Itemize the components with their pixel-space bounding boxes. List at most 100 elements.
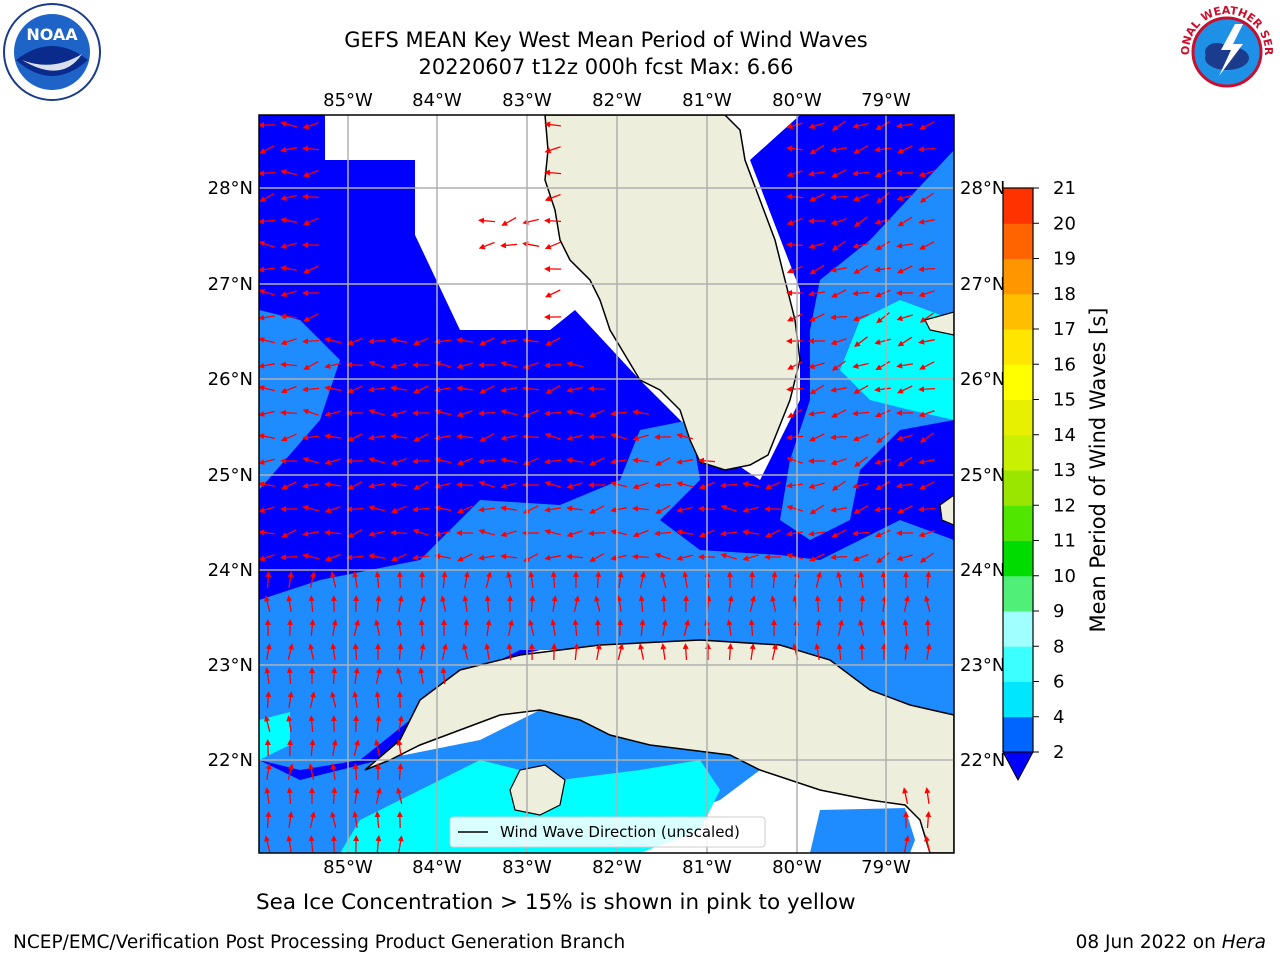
contour-band-6-8-c <box>259 712 290 760</box>
wave-direction-arrow <box>610 529 627 536</box>
wave-direction-arrow <box>808 530 826 537</box>
wave-direction-arrow <box>815 619 822 636</box>
wave-direction-arrow <box>550 619 557 637</box>
wave-direction-arrow <box>264 715 271 732</box>
wave-direction-arrow <box>280 121 297 128</box>
map-subtitle: 20220607 t12z 000h fcst Max: 6.66 <box>418 55 794 79</box>
colorbar-segment <box>1003 399 1033 436</box>
wave-direction-arrow <box>852 530 870 537</box>
wave-direction-arrow <box>573 643 580 661</box>
wave-direction-arrow <box>610 410 627 417</box>
colorbar-segment <box>1003 364 1033 400</box>
wave-direction-arrow <box>720 504 737 512</box>
wave-direction-arrow <box>808 242 825 250</box>
wave-direction-arrow <box>903 835 910 852</box>
wave-direction-arrow <box>259 433 276 440</box>
wave-direction-arrow <box>786 193 804 200</box>
lat-label-right: 28°N <box>960 178 1005 199</box>
wave-direction-arrow <box>808 433 825 442</box>
wave-direction-arrow <box>302 169 319 178</box>
wave-direction-arrow <box>324 385 342 392</box>
wave-direction-arrow <box>874 146 891 153</box>
wave-direction-arrow <box>655 505 671 514</box>
wave-direction-arrow <box>500 505 518 512</box>
arrow-layer <box>259 120 936 853</box>
wave-direction-arrow <box>309 811 316 828</box>
wave-direction-arrow <box>286 835 293 853</box>
wave-direction-arrow <box>749 595 756 612</box>
wave-direction-arrow <box>302 265 319 274</box>
footer-machine: Hera <box>1221 932 1266 953</box>
wave-direction-arrow <box>302 553 319 560</box>
lon-label-top: 83°W <box>502 90 552 111</box>
wave-direction-arrow <box>859 595 866 613</box>
wave-direction-arrow <box>858 571 865 588</box>
wave-direction-arrow <box>852 242 869 249</box>
lon-label-top: 82°W <box>592 90 642 111</box>
wave-direction-arrow <box>831 169 847 178</box>
wave-direction-arrow <box>808 482 825 490</box>
wave-direction-arrow <box>632 505 650 512</box>
wave-direction-arrow <box>413 433 429 442</box>
wave-direction-arrow <box>529 595 536 613</box>
wave-direction-arrow <box>544 480 561 488</box>
legend-box <box>449 816 766 848</box>
wave-direction-arrow <box>352 763 359 781</box>
wave-direction-arrow <box>368 530 385 537</box>
wave-direction-arrow <box>265 571 272 589</box>
wave-direction-arrow <box>858 619 865 636</box>
wave-direction-arrow <box>368 408 385 416</box>
wave-direction-arrow <box>786 504 803 512</box>
wave-direction-arrow <box>852 553 869 562</box>
wave-direction-arrow <box>786 456 803 464</box>
wave-direction-arrow <box>551 595 558 612</box>
colorbar-tick-label: 21 <box>1053 178 1076 199</box>
wave-direction-arrow <box>566 482 583 490</box>
wave-direction-arrow <box>830 338 847 346</box>
wave-direction-arrow <box>397 595 404 613</box>
wave-direction-arrow <box>390 362 407 369</box>
wave-direction-arrow <box>831 480 847 491</box>
colorbar-segment <box>1003 681 1033 718</box>
wave-direction-arrow <box>412 458 430 465</box>
colorbar-segment <box>1003 575 1033 612</box>
wave-direction-arrow <box>434 386 452 393</box>
wave-direction-arrow <box>259 314 276 321</box>
wave-direction-arrow <box>682 643 689 661</box>
wave-direction-arrow <box>259 145 275 154</box>
wave-direction-arrow <box>412 385 429 394</box>
wave-direction-arrow <box>854 216 868 228</box>
wave-direction-arrow <box>786 434 804 441</box>
wave-direction-arrow <box>346 385 363 394</box>
wave-direction-arrow <box>302 456 319 464</box>
wave-direction-arrow <box>836 571 843 588</box>
wave-direction-arrow <box>808 290 826 297</box>
sea-ice-caption: Sea Ice Concentration > 15% is shown in … <box>256 890 856 915</box>
wave-direction-arrow <box>566 361 583 368</box>
wave-direction-arrow <box>786 553 803 560</box>
wave-direction-arrow <box>683 619 690 636</box>
wave-direction-arrow <box>808 122 825 130</box>
lon-label-top: 84°W <box>412 90 462 111</box>
wave-direction-arrow <box>638 643 645 660</box>
wave-direction-arrow <box>808 313 825 322</box>
wave-direction-arrow <box>903 643 910 661</box>
wave-direction-arrow <box>787 409 803 418</box>
colorbar-tick-label: 2 <box>1053 742 1064 763</box>
wave-direction-arrow <box>281 529 297 538</box>
wave-direction-arrow <box>302 482 320 489</box>
wave-direction-arrow <box>924 595 931 612</box>
wave-direction-arrow <box>397 763 404 781</box>
wave-direction-arrow <box>309 571 316 588</box>
wave-direction-arrow <box>632 482 649 490</box>
wave-direction-arrow <box>478 554 496 561</box>
wave-direction-arrow <box>919 241 935 250</box>
wave-direction-arrow <box>309 619 316 637</box>
wave-direction-arrow <box>346 506 364 513</box>
wave-direction-arrow <box>550 571 557 589</box>
wave-direction-arrow <box>874 506 891 513</box>
lat-label-right: 22°N <box>960 750 1005 771</box>
wave-direction-arrow <box>259 385 275 392</box>
wave-direction-arrow <box>324 529 342 536</box>
